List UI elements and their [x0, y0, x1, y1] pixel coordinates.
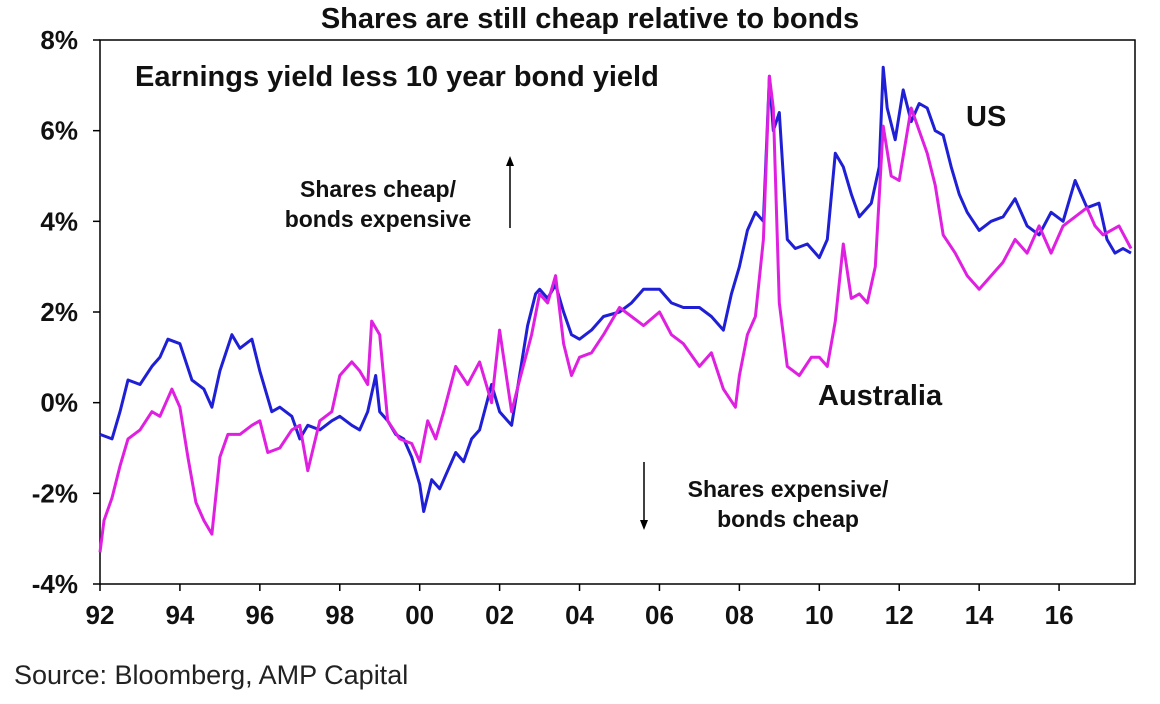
- source-note: Source: Bloomberg, AMP Capital: [14, 660, 408, 690]
- x-tick-label: 00: [405, 600, 434, 630]
- y-tick-label: 0%: [40, 388, 78, 418]
- x-tick-label: 12: [885, 600, 914, 630]
- x-tick-label: 14: [965, 600, 994, 630]
- x-tick-label: 16: [1045, 600, 1074, 630]
- y-axis-ticks: -4% -2% 0% 2% 4% 6% 8%: [32, 25, 100, 599]
- x-tick-label: 92: [86, 600, 115, 630]
- legend-label-australia: Australia: [818, 380, 943, 412]
- annotation-shares-cheap: Shares cheap/: [300, 176, 457, 202]
- annotation-bonds-expensive: bonds expensive: [285, 206, 472, 232]
- x-axis-ticks: 92 94 96 98 00 02 04 06 08 10 12 14 16: [86, 584, 1074, 630]
- series-line-us: [99, 65, 1132, 513]
- legend-label-us: US: [966, 101, 1006, 133]
- x-tick-label: 10: [805, 600, 834, 630]
- y-tick-label: 8%: [40, 25, 78, 55]
- arrow-up-icon: [506, 156, 514, 228]
- y-tick-label: 2%: [40, 297, 78, 327]
- series-lines: [98, 65, 1133, 553]
- arrow-down-icon: [640, 462, 648, 530]
- x-tick-label: 06: [645, 600, 674, 630]
- x-tick-label: 96: [245, 600, 274, 630]
- y-tick-label: -2%: [32, 478, 78, 508]
- x-tick-label: 94: [165, 600, 194, 630]
- y-tick-label: 4%: [40, 206, 78, 236]
- x-tick-label: 04: [565, 600, 594, 630]
- y-tick-label: -4%: [32, 569, 78, 599]
- series-line-australia: [98, 74, 1133, 553]
- chart-title: Shares are still cheap relative to bonds: [321, 3, 859, 35]
- x-tick-label: 02: [485, 600, 514, 630]
- chart-subtitle: Earnings yield less 10 year bond yield: [135, 61, 659, 93]
- annotation-bonds-cheap: bonds cheap: [717, 506, 859, 532]
- x-tick-label: 08: [725, 600, 754, 630]
- x-tick-label: 98: [325, 600, 354, 630]
- annotation-shares-expensive: Shares expensive/: [688, 476, 889, 502]
- y-tick-label: 6%: [40, 116, 78, 146]
